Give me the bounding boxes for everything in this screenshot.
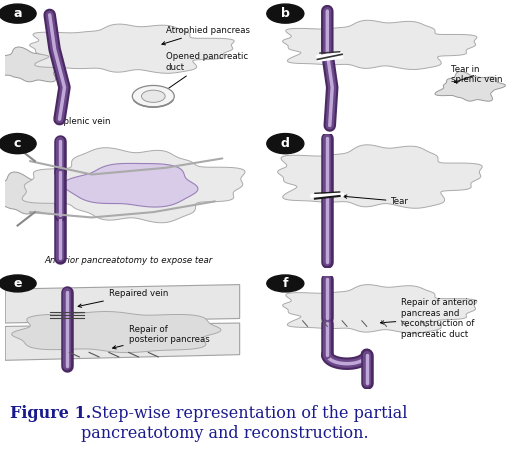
Text: Opened pancreatic
duct: Opened pancreatic duct — [164, 52, 248, 91]
Circle shape — [267, 275, 304, 292]
Polygon shape — [278, 145, 482, 208]
Text: Tear in
splenic vein: Tear in splenic vein — [450, 65, 502, 84]
Circle shape — [0, 4, 36, 23]
Polygon shape — [5, 323, 239, 360]
Text: Repair of
posterior pancreas: Repair of posterior pancreas — [113, 325, 209, 349]
Text: c: c — [14, 137, 22, 150]
Polygon shape — [0, 47, 71, 82]
Text: a: a — [13, 7, 22, 20]
Circle shape — [141, 90, 165, 102]
Circle shape — [267, 4, 304, 23]
Polygon shape — [22, 148, 245, 223]
Text: Tear: Tear — [343, 195, 410, 206]
Polygon shape — [5, 284, 239, 323]
Polygon shape — [282, 20, 477, 69]
Circle shape — [0, 134, 36, 154]
Text: d: d — [281, 137, 290, 150]
Circle shape — [132, 85, 174, 107]
Text: Repair of anterior
pancreas and
reconstruction of
pancreatic duct: Repair of anterior pancreas and reconstr… — [381, 299, 477, 339]
Polygon shape — [0, 172, 74, 214]
Polygon shape — [29, 24, 234, 73]
Text: b: b — [281, 7, 290, 20]
Text: Splenic vein: Splenic vein — [58, 117, 110, 126]
Text: Anterior pancreatotomy to expose tear: Anterior pancreatotomy to expose tear — [45, 256, 213, 265]
Polygon shape — [63, 163, 198, 207]
Polygon shape — [282, 284, 477, 333]
Text: Step-wise representation of the partial
pancreatotomy and reconstruction.: Step-wise representation of the partial … — [81, 405, 408, 442]
Circle shape — [267, 134, 304, 154]
Polygon shape — [435, 71, 506, 101]
Circle shape — [0, 275, 36, 292]
Polygon shape — [12, 311, 221, 353]
Text: f: f — [282, 277, 288, 290]
Text: Repaired vein: Repaired vein — [78, 289, 168, 308]
Text: Atrophied pancreas: Atrophied pancreas — [162, 25, 250, 45]
Text: e: e — [13, 277, 22, 290]
Text: Figure 1.: Figure 1. — [10, 405, 92, 422]
